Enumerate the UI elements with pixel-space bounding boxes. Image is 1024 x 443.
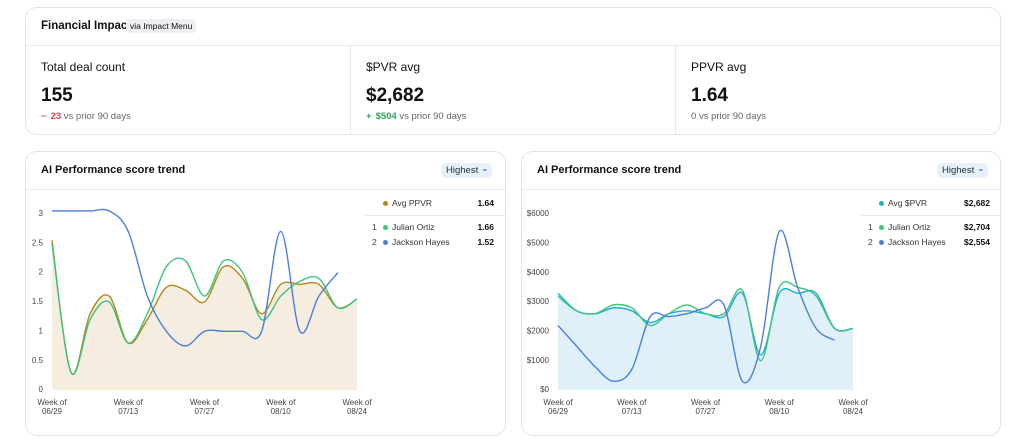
legend-rank: 2 [372, 237, 377, 247]
legend-value: 1.52 [477, 237, 494, 247]
kpi-note: vs prior 90 days [399, 111, 467, 122]
y-tick-label: 0 [39, 385, 44, 394]
legend-rank: 1 [372, 222, 377, 232]
kpi-delta-row: −23 vs prior 90 days [41, 111, 131, 122]
trend-icon: + [366, 111, 372, 122]
y-tick-label: $3000 [527, 297, 550, 306]
chart-title: AI Performance score trend [537, 164, 682, 176]
trend-icon: − [41, 111, 47, 122]
x-tick-label: Week of 08/24 [838, 398, 868, 416]
divider [350, 46, 351, 134]
x-tick-label: Week of 08/10 [266, 398, 296, 416]
y-tick-label: $2000 [527, 326, 550, 335]
kpi-value: 155 [41, 85, 73, 106]
line [51, 208, 339, 347]
y-tick-label: 3 [39, 209, 44, 218]
legend-value: $2,554 [964, 237, 990, 247]
divider [26, 45, 1000, 46]
area [52, 240, 357, 390]
kpi-label: $PVR avg [366, 60, 421, 74]
y-tick-label: $0 [540, 385, 549, 394]
legend-name: Avg PPVR [392, 198, 433, 208]
legend-value: 1.64 [477, 198, 494, 208]
line [557, 229, 835, 384]
y-tick-label: 0.5 [32, 356, 44, 365]
kpi-delta: 23 [50, 111, 62, 122]
card-title: Financial Impact [41, 20, 132, 32]
legend-name: Jackson Hayes [888, 237, 946, 247]
legend-rank: 2 [868, 237, 873, 247]
legend-dot [879, 200, 884, 206]
line [51, 240, 358, 375]
legend-dot [383, 224, 388, 230]
y-tick-label: $1000 [527, 356, 550, 365]
legend-dot [383, 200, 388, 206]
kpi-value: 1.64 [691, 85, 728, 106]
y-tick-label: 1 [39, 326, 44, 335]
legend-value: $2,704 [964, 222, 990, 232]
divider [861, 215, 1000, 216]
y-tick-label: 1.5 [32, 297, 44, 306]
legend-name: Avg $PVR [888, 198, 928, 208]
y-tick-label: 2 [39, 268, 44, 277]
legend-dot [383, 239, 388, 245]
x-tick-label: Week of 07/27 [690, 398, 721, 416]
legend-name: Julian Ortiz [392, 222, 435, 232]
divider [26, 189, 505, 190]
divider [365, 215, 505, 216]
divider [522, 189, 1000, 190]
x-tick-label: Week of 07/27 [189, 398, 220, 416]
badge: via Impact Menu [126, 19, 197, 33]
kpi-note: vs prior 90 days [698, 111, 766, 122]
y-tick-label: $6000 [527, 209, 550, 218]
sort-button[interactable]: Highest ⌄ [937, 163, 989, 178]
kpi-note: vs prior 90 days [63, 111, 131, 122]
line [51, 243, 358, 376]
x-tick-label: Week of 08/10 [764, 398, 794, 416]
x-tick-label: Week of 07/13 [617, 398, 647, 416]
chevron: ⌄ [977, 164, 985, 173]
legend-value: $2,682 [964, 198, 990, 208]
area [558, 288, 853, 390]
kpi-delta-row: 0 vs prior 90 days [691, 111, 766, 122]
x-tick-label: Week of 06/29 [543, 398, 573, 416]
legend-rank: 1 [868, 222, 873, 232]
legend-name: Jackson Hayes [392, 237, 450, 247]
legend-value: 1.66 [477, 222, 494, 232]
x-tick-label: Week of 07/13 [113, 398, 143, 416]
line [557, 280, 854, 362]
divider [675, 46, 676, 134]
kpi-delta: 0 [691, 111, 697, 122]
kpi-value: $2,682 [366, 85, 425, 106]
chevron: ⌄ [481, 164, 489, 173]
y-tick-label: 2.5 [32, 238, 44, 247]
kpi-delta: $504 [375, 111, 397, 122]
legend-dot [879, 239, 884, 245]
kpi-label: Total deal count [41, 60, 126, 74]
x-tick-label: Week of 08/24 [342, 398, 372, 416]
chart-title: AI Performance score trend [41, 164, 186, 176]
legend-name: Julian Ortiz [888, 222, 931, 232]
sort-button[interactable]: Highest ⌄ [441, 163, 493, 178]
legend-dot [879, 224, 884, 230]
y-tick-label: $4000 [527, 268, 550, 277]
y-tick-label: $5000 [527, 238, 550, 247]
kpi-delta-row: + $504 vs prior 90 days [366, 111, 466, 122]
x-tick-label: Week of 06/29 [37, 398, 67, 416]
kpi-label: PPVR avg [691, 60, 747, 74]
